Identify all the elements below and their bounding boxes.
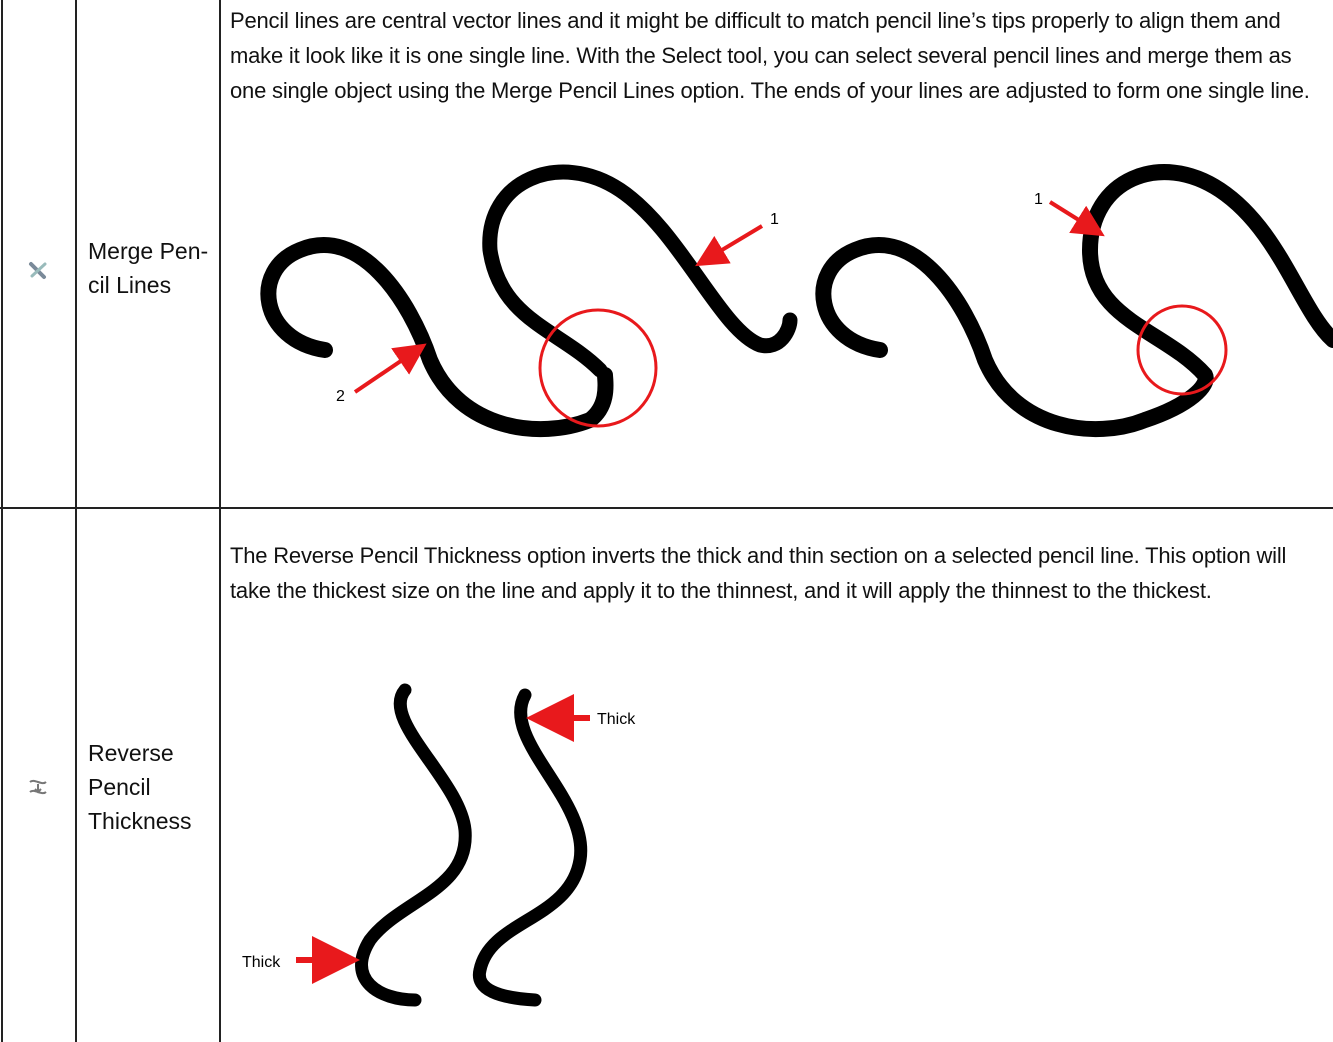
arrow bbox=[1048, 200, 1105, 237]
highlight-circle bbox=[538, 308, 658, 428]
column-divider bbox=[219, 0, 221, 1042]
row-divider bbox=[0, 507, 1333, 509]
arrow bbox=[353, 343, 427, 394]
pencil-lines bbox=[260, 164, 1333, 438]
tool-description: The Reverse Pencil Thickness option inve… bbox=[230, 543, 1287, 603]
tool-name: Merge Pen­cil Lines bbox=[88, 238, 209, 298]
column-divider bbox=[75, 0, 77, 1042]
arrow bbox=[695, 224, 764, 267]
table-border bbox=[1, 0, 3, 1042]
tool-name: Reverse Pencil Thickness bbox=[88, 740, 192, 834]
reverse-icon bbox=[29, 779, 47, 795]
annotation: Thick bbox=[597, 711, 636, 728]
pencil-lines bbox=[355, 683, 588, 1007]
tool-description: Pencil lines are central vector lines an… bbox=[230, 8, 1310, 103]
annotation: 1 bbox=[770, 211, 779, 228]
highlight-circle bbox=[1136, 304, 1228, 396]
merge-icon bbox=[29, 262, 47, 279]
annotation: 2 bbox=[336, 388, 345, 405]
annotation: Thick bbox=[242, 954, 281, 971]
annotation: 1 bbox=[1034, 191, 1043, 208]
